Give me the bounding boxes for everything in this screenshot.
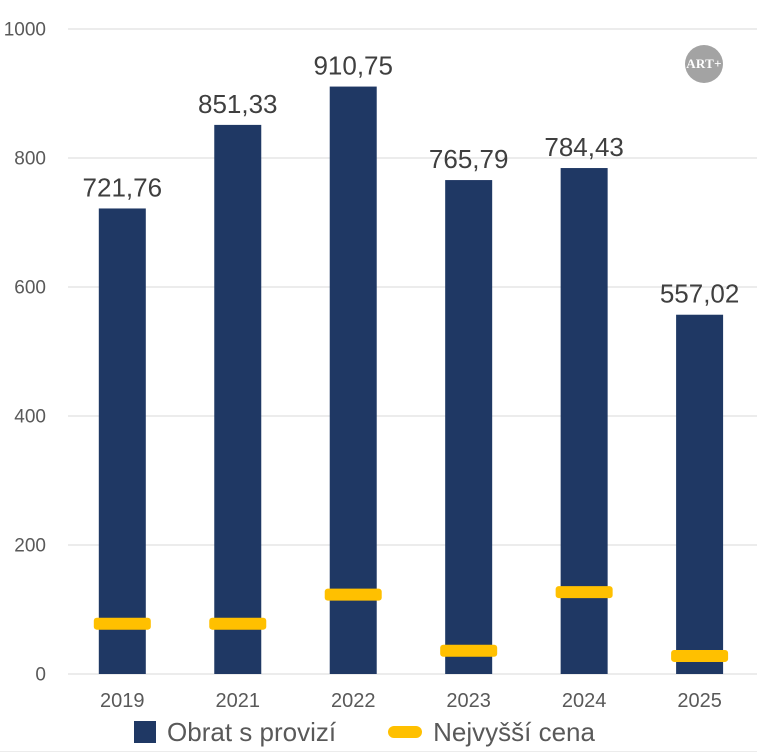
legend-marker-swatch	[388, 726, 423, 738]
artplus-logo: ART+	[685, 45, 723, 83]
max-price-marker-2024	[555, 586, 613, 599]
bar-value-label-2023: 765,79	[429, 144, 509, 174]
x-axis-label-2021: 2021	[216, 690, 261, 712]
legend-item-obrat-s-provizi: Obrat s provizí	[134, 717, 336, 748]
y-axis-tick-label-600: 600	[14, 278, 46, 299]
bar-value-label-2022: 910,75	[313, 51, 393, 81]
x-axis-label-2024: 2024	[562, 690, 607, 712]
bar-2025	[676, 314, 724, 674]
artplus-logo-text: ART+	[686, 56, 722, 71]
legend-label-obrat-s-provizi: Obrat s provizí	[167, 716, 337, 747]
legend-label-nejvyssi-cena: Nejvyšší cena	[433, 716, 595, 747]
bar-value-label-2019: 721,76	[83, 172, 163, 202]
max-price-marker-2023	[440, 644, 498, 657]
x-axis-label-2023: 2023	[446, 690, 491, 712]
bottom-divider	[0, 751, 757, 752]
bar-2022	[329, 86, 377, 674]
max-price-marker-2022	[324, 588, 382, 601]
bar-2024	[560, 168, 608, 674]
chart-legend: Obrat s provizí Nejvyšší cena	[0, 712, 743, 752]
x-axis-label-2019: 2019	[100, 690, 145, 712]
bar-2021	[214, 124, 262, 674]
y-axis-tick-label-0: 0	[35, 665, 46, 686]
y-axis-tick-label-400: 400	[14, 407, 46, 428]
y-axis-tick-label-800: 800	[14, 149, 46, 170]
bar-2019	[98, 208, 146, 675]
bar-value-label-2021: 851,33	[198, 89, 278, 119]
legend-item-nejvyssi-cena: Nejvyšší cena	[388, 717, 595, 748]
bar-value-label-2024: 784,43	[544, 132, 624, 162]
y-axis-tick-label-200: 200	[14, 536, 46, 557]
max-price-marker-2021	[209, 617, 267, 630]
max-price-marker-2019	[93, 617, 151, 630]
x-axis-label-2025: 2025	[677, 690, 722, 712]
max-price-marker-2025	[671, 649, 729, 662]
y-axis-tick-label-1000: 1000	[4, 20, 46, 41]
bar-2023	[445, 180, 493, 675]
x-axis-label-2022: 2022	[331, 690, 376, 712]
legend-bar-swatch	[134, 721, 157, 743]
bar-value-label-2025: 557,02	[660, 279, 740, 309]
